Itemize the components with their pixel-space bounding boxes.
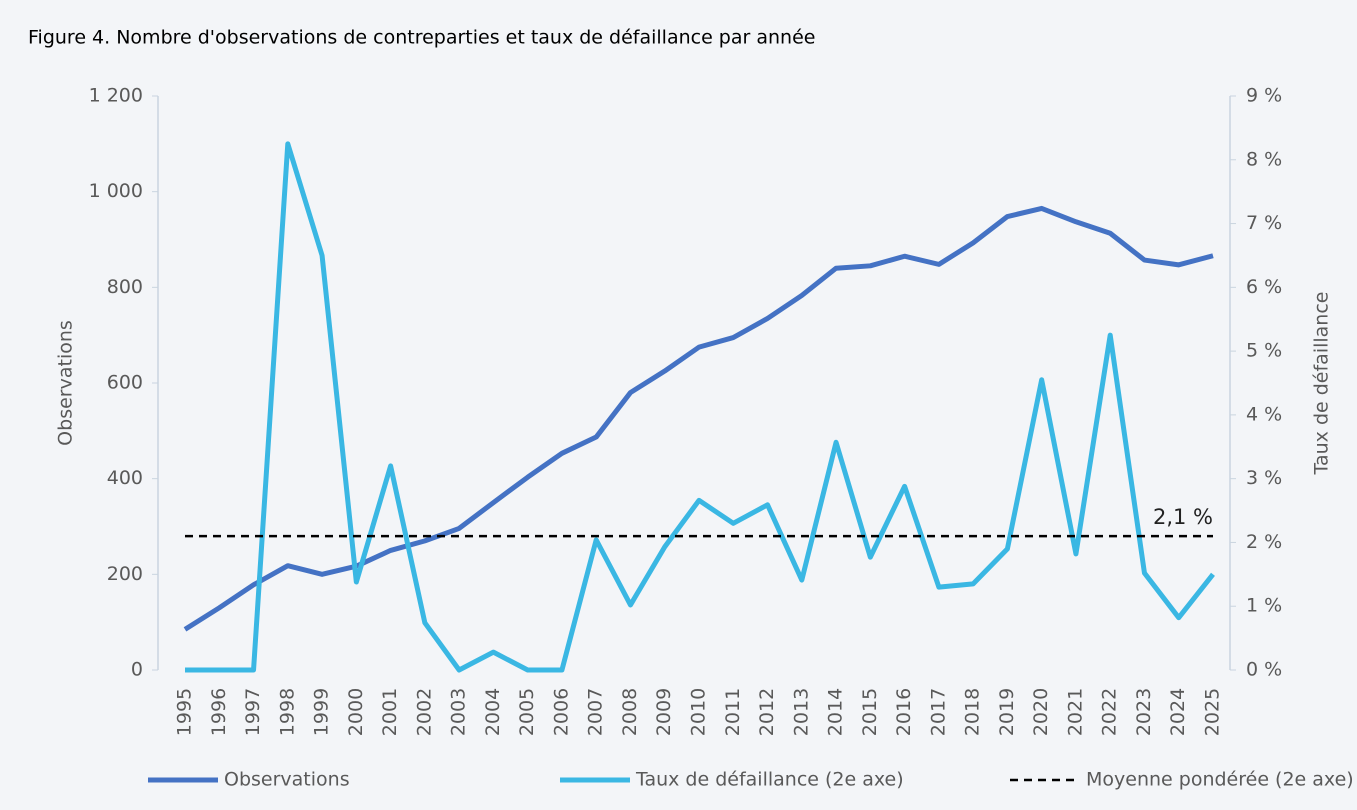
y2-tick-label: 7 %: [1246, 212, 1282, 234]
x-tick-label: 2001: [379, 688, 401, 736]
x-tick-label: 2014: [825, 688, 847, 736]
x-tick-label: 2013: [790, 688, 812, 736]
x-tick-label: 2020: [1030, 688, 1052, 736]
legend-label: Moyenne pondérée (2e axe): [1086, 769, 1354, 791]
x-tick-label: 2018: [962, 688, 984, 736]
legend-label: Taux de défaillance (2e axe): [635, 769, 904, 791]
y2-tick-label: 3 %: [1246, 467, 1282, 489]
y2-tick-label: 0 %: [1246, 659, 1282, 681]
y-tick-label: 800: [107, 276, 143, 298]
series-line: [185, 141, 1215, 673]
x-tick-label: 2015: [859, 688, 881, 736]
y-tick-label: 1 200: [89, 85, 143, 107]
y-tick-label: 0: [131, 659, 143, 681]
legend-label: Observations: [224, 769, 350, 791]
y2-tick-label: 9 %: [1246, 85, 1282, 107]
x-tick-label: 2006: [550, 688, 572, 736]
x-tick-label: 1995: [174, 688, 196, 736]
y2-tick-label: 1 %: [1246, 595, 1282, 617]
x-tick-label: 2023: [1133, 688, 1155, 736]
y-tick-label: 200: [107, 563, 143, 585]
y2-tick-label: 2 %: [1246, 531, 1282, 553]
x-tick-label: 2008: [619, 688, 641, 736]
x-tick-label: 2016: [893, 688, 915, 736]
x-tick-label: 2003: [448, 688, 470, 736]
x-tick-label: 1996: [208, 688, 230, 736]
y2-tick-label: 5 %: [1246, 340, 1282, 362]
y-tick-label: 400: [107, 467, 143, 489]
mean-label: 2,1 %: [1153, 505, 1213, 529]
x-tick-label: 2005: [516, 688, 538, 736]
x-tick-label: 1997: [242, 688, 264, 736]
y-tick-label: 1 000: [89, 180, 143, 202]
x-tick-label: 2019: [996, 688, 1018, 736]
chart-title: Figure 4. Nombre d'observations de contr…: [28, 27, 815, 49]
x-tick-label: 2012: [756, 688, 778, 736]
x-tick-label: 2025: [1202, 688, 1224, 736]
x-tick-label: 2009: [653, 688, 675, 736]
y2-axis-title: Taux de défaillance: [1311, 292, 1333, 476]
x-tick-label: 2010: [688, 688, 710, 736]
x-tick-label: 2021: [1064, 688, 1086, 736]
x-tick-label: 2007: [585, 688, 607, 736]
x-tick-label: 1998: [276, 688, 298, 736]
x-tick-label: 2004: [482, 688, 504, 736]
y2-tick-label: 4 %: [1246, 403, 1282, 425]
x-tick-label: 2011: [722, 688, 744, 736]
y2-tick-label: 8 %: [1246, 148, 1282, 170]
y-tick-label: 600: [107, 372, 143, 394]
y-axis-title: Observations: [55, 320, 77, 446]
y2-tick-label: 6 %: [1246, 276, 1282, 298]
x-tick-label: 1999: [311, 688, 333, 736]
x-tick-label: 2017: [927, 688, 949, 736]
x-tick-label: 2024: [1167, 688, 1189, 736]
x-tick-label: 2022: [1099, 688, 1121, 736]
x-tick-label: 2000: [345, 688, 367, 736]
x-tick-label: 2002: [413, 688, 435, 736]
